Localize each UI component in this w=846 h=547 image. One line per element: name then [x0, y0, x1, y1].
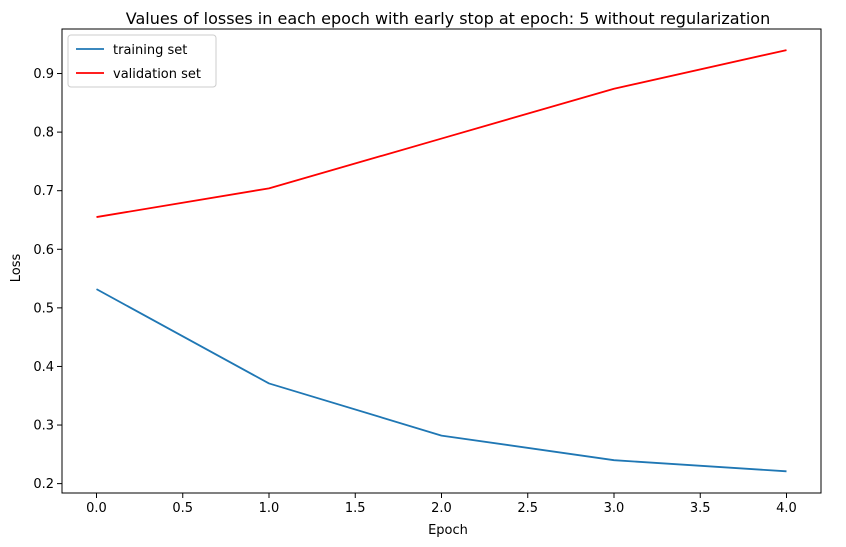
x-axis: 0.0 0.5 1.0 1.5 2.0 2.5 3.0 3.5 4.0 [86, 493, 797, 516]
y-axis-label: Loss [9, 254, 24, 283]
series-line-validation-set [96, 49, 787, 218]
x-tick-label: 2.0 [431, 501, 452, 516]
x-tick-label: 0.5 [172, 501, 193, 516]
y-tick-label: 0.7 [33, 184, 54, 199]
chart-title: Values of losses in each epoch with earl… [126, 9, 770, 28]
y-tick-label: 0.9 [33, 67, 54, 82]
x-tick-label: 0.0 [86, 501, 107, 516]
y-tick-label: 0.5 [33, 301, 54, 316]
x-tick-label: 2.5 [517, 501, 538, 516]
legend: training set validation set [67, 34, 217, 88]
series-layer [96, 49, 787, 473]
series-line-training-set [96, 288, 787, 473]
legend-box [67, 34, 217, 88]
x-tick-label: 3.5 [690, 501, 711, 516]
y-tick-label: 0.8 [33, 126, 54, 141]
y-tick-label: 0.6 [33, 243, 54, 258]
legend-label-training-set: training set [113, 43, 187, 58]
x-tick-label: 1.5 [345, 501, 366, 516]
y-tick-label: 0.4 [33, 360, 54, 375]
y-axis: 0.2 0.3 0.4 0.5 0.6 0.7 0.8 0.9 [33, 67, 62, 492]
legend-label-validation-set: validation set [113, 67, 201, 82]
y-tick-label: 0.2 [33, 477, 54, 492]
x-tick-label: 3.0 [604, 501, 625, 516]
y-tick-label: 0.3 [33, 419, 54, 434]
x-tick-label: 4.0 [776, 501, 797, 516]
x-axis-label: Epoch [428, 523, 468, 538]
x-tick-label: 1.0 [259, 501, 280, 516]
